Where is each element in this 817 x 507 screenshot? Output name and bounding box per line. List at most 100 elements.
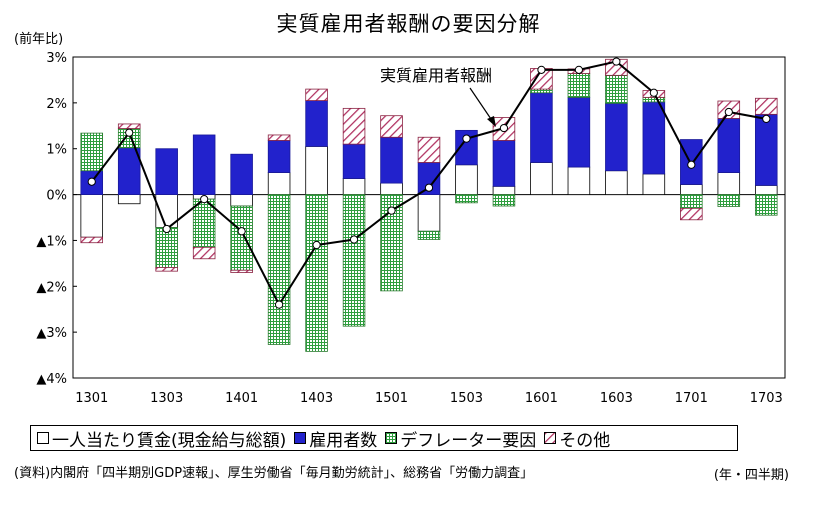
bar-blue-1403 bbox=[305, 100, 328, 147]
bar-white-1503 bbox=[455, 164, 478, 195]
legend-label-wage: 一人当たり賃金(現金給与総額) bbox=[52, 430, 287, 451]
line-point-1304 bbox=[200, 195, 209, 204]
bar-blue-1603 bbox=[605, 102, 628, 172]
bar-green-1601 bbox=[530, 88, 553, 94]
bar-hatch-1404 bbox=[342, 107, 366, 145]
line-point-1302 bbox=[125, 128, 134, 137]
bar-white-1301 bbox=[80, 194, 104, 238]
bar-hatch-1401 bbox=[230, 269, 253, 273]
bar-white-1703 bbox=[754, 184, 778, 195]
line-point-1404 bbox=[349, 235, 359, 244]
line-point-1702 bbox=[724, 107, 733, 117]
bar-white-1603 bbox=[605, 170, 628, 195]
bar-blue-1602 bbox=[567, 96, 591, 168]
line-point-1503 bbox=[462, 134, 471, 143]
line-point-1703 bbox=[762, 114, 771, 124]
bar-blue-1703 bbox=[754, 113, 778, 186]
bar-hatch-1304 bbox=[192, 246, 216, 260]
bar-blue-1604 bbox=[642, 101, 666, 175]
bar-white-1401 bbox=[230, 194, 253, 207]
bar-white-1402 bbox=[267, 172, 291, 195]
annotation-arrowhead bbox=[487, 116, 496, 127]
x-tick-label: 1401 bbox=[225, 391, 258, 406]
line-point-1504 bbox=[499, 123, 509, 133]
bar-green-1503 bbox=[455, 194, 478, 204]
line-point-1403 bbox=[312, 240, 321, 250]
bar-green-1401 bbox=[230, 205, 253, 271]
x-tick-label: 1503 bbox=[450, 391, 483, 406]
bar-green-1303 bbox=[155, 227, 178, 268]
bar-white-1403 bbox=[305, 146, 328, 195]
legend-item-deflator: デフレーター要因 bbox=[385, 426, 536, 451]
bar-hatch-1701 bbox=[680, 207, 703, 221]
legend-swatch-green bbox=[385, 432, 398, 444]
line-point-1701 bbox=[687, 160, 696, 169]
legend-label-other: その他 bbox=[559, 430, 611, 451]
legend-label-deflator: デフレーター要因 bbox=[400, 430, 537, 451]
bar-white-1404 bbox=[342, 178, 366, 195]
bar-green-1403 bbox=[305, 194, 328, 352]
bar-blue-1702 bbox=[717, 118, 741, 173]
y-tick-label: ▲3% bbox=[36, 326, 67, 341]
x-tick-label: 1303 bbox=[150, 391, 183, 406]
line-layer bbox=[87, 57, 771, 309]
bar-blue-1303 bbox=[155, 148, 178, 195]
bar-hatch-1302 bbox=[117, 123, 141, 129]
legend-swatch-hatch bbox=[544, 432, 557, 444]
y-tick-label: ▲1% bbox=[36, 234, 67, 249]
bar-blue-1503 bbox=[455, 129, 478, 166]
x-tick-label: 1703 bbox=[750, 391, 783, 406]
bar-blue-1402 bbox=[267, 140, 291, 173]
y-tick-label: ▲2% bbox=[36, 280, 67, 295]
bar-green-1701 bbox=[680, 194, 703, 209]
y-tick-label: 3% bbox=[46, 51, 67, 66]
bar-green-1402 bbox=[267, 194, 291, 345]
line-point-1303 bbox=[162, 224, 171, 234]
line-point-1603 bbox=[612, 57, 621, 66]
line-point-1501 bbox=[387, 206, 396, 215]
bar-hatch-1303 bbox=[155, 267, 178, 272]
legend: 一人当たり賃金(現金給与総額) 雇用者数 デフレーター要因 その他 bbox=[30, 425, 738, 451]
line-point-1502 bbox=[424, 183, 434, 192]
annotation-label: 実質雇用者報酬 bbox=[380, 66, 492, 85]
line-point-1402 bbox=[275, 300, 284, 309]
bar-hatch-1402 bbox=[267, 134, 291, 141]
bar-white-1302 bbox=[117, 194, 141, 205]
y-tick-label: 2% bbox=[46, 97, 67, 112]
bar-hatch-1501 bbox=[380, 115, 403, 138]
bar-green-1501 bbox=[380, 194, 403, 292]
y-tick-label: 0% bbox=[46, 189, 67, 204]
bar-green-1703 bbox=[754, 194, 778, 216]
bar-blue-1401 bbox=[230, 153, 253, 195]
bar-green-1702 bbox=[717, 194, 741, 207]
legend-item-wage: 一人当たり賃金(現金給与総額) bbox=[37, 426, 286, 451]
bar-blue-1304 bbox=[192, 134, 216, 195]
x-tick-label: 1501 bbox=[375, 391, 408, 406]
bar-green-1502 bbox=[417, 230, 441, 240]
bar-white-1504 bbox=[492, 185, 516, 195]
bar-white-1602 bbox=[567, 166, 591, 195]
bar-white-1701 bbox=[680, 184, 703, 195]
y-tick-labels: 3% 2% 1% 0% ▲1% ▲2% ▲3% ▲4% bbox=[36, 51, 77, 387]
plot-border bbox=[72, 56, 786, 379]
x-tick-label: 1601 bbox=[525, 391, 558, 406]
bar-green-1301 bbox=[80, 132, 104, 172]
x-tick-label: 1701 bbox=[675, 391, 708, 406]
line-point-1401 bbox=[237, 227, 246, 236]
annotation-arrow bbox=[469, 87, 494, 123]
bar-blue-1504 bbox=[492, 140, 516, 187]
legend-swatch-blue bbox=[294, 432, 307, 444]
line-point-1301 bbox=[87, 177, 96, 186]
bar-white-1604 bbox=[642, 173, 666, 195]
source-note: (資料)内閣府「四半期別GDP速報」、厚生労働省「毎月勤労統計」、総務省「労働力… bbox=[14, 466, 534, 481]
bars-layer bbox=[80, 58, 778, 352]
bar-hatch-1403 bbox=[305, 88, 328, 101]
y-tick-label: 1% bbox=[46, 143, 67, 158]
x-axis-label: (年・四半期) bbox=[713, 468, 789, 483]
bar-white-1601 bbox=[530, 162, 553, 195]
bar-hatch-1301 bbox=[80, 236, 104, 244]
line-point-1601 bbox=[537, 65, 546, 74]
line-point-1602 bbox=[574, 65, 583, 74]
chart-plot: 3% 2% 1% 0% ▲1% ▲2% ▲3% ▲4% 1301 1303 1401 1403 150… bbox=[36, 51, 786, 406]
bar-white-1702 bbox=[717, 172, 741, 195]
